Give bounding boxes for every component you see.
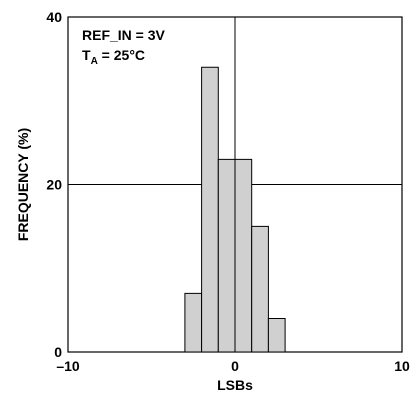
y-tick-label-0: 0 <box>54 344 62 360</box>
histogram-bar-4 <box>251 225 269 353</box>
temperature-annotation: TA = 25°C <box>82 47 145 67</box>
histogram-bar-5 <box>267 318 286 353</box>
histogram-bar-2 <box>217 158 236 353</box>
x-axis-title: LSBs <box>217 377 253 393</box>
x-tick-labels: –10 0 10 <box>56 358 410 374</box>
histogram-bars <box>184 66 286 353</box>
temperature-value: = 25°C <box>98 47 145 63</box>
y-tick-label-40: 40 <box>46 9 62 25</box>
temperature-symbol: T <box>82 47 91 63</box>
x-tick-label-minus-10: –10 <box>56 358 80 374</box>
y-tick-label-20: 20 <box>46 177 62 193</box>
y-axis-title: FREQUENCY (%) <box>15 128 31 241</box>
x-tick-label-0: 0 <box>231 358 239 374</box>
histogram-bar-0 <box>184 292 203 353</box>
temperature-subscript: A <box>91 56 98 67</box>
y-tick-labels: 0 20 40 <box>46 9 62 360</box>
ref-in-annotation: REF_IN = 3V <box>82 27 166 43</box>
plot-area <box>67 16 403 353</box>
histogram-bar-3 <box>234 158 253 353</box>
x-tick-label-10: 10 <box>394 358 410 374</box>
conditions-annotation: REF_IN = 3V TA = 25°C <box>82 27 166 67</box>
histogram-bar-1 <box>201 66 219 353</box>
